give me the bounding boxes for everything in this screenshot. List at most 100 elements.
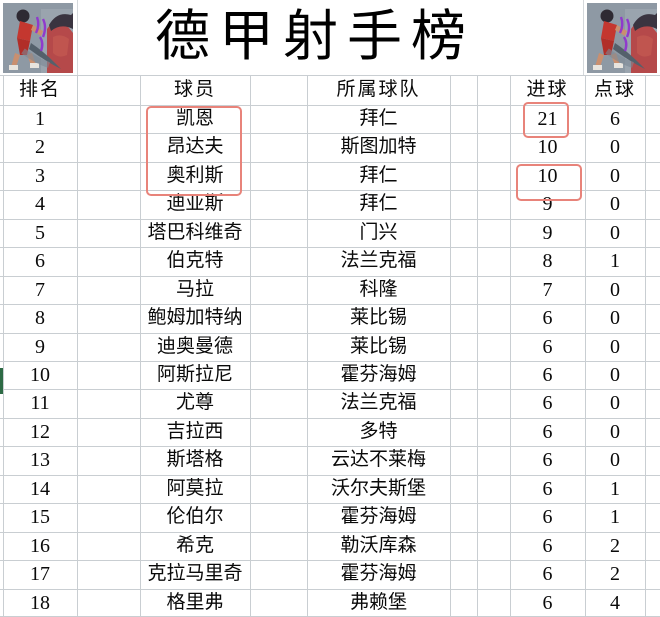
- table-row: 17 克拉马里奇 霍芬海姆 6 2: [0, 560, 660, 588]
- player-cell: 塔巴科维奇: [147, 221, 243, 243]
- grid-line: [0, 75, 660, 76]
- table-row: 9 迪奥曼德 莱比锡 6 0: [0, 333, 660, 361]
- rank-cell: 4: [35, 193, 45, 216]
- team-cell: 霍芬海姆: [340, 364, 417, 385]
- rank-cell: 14: [30, 477, 50, 500]
- player-cell: 希克: [175, 534, 214, 556]
- grid-line: [0, 133, 660, 135]
- goals-cell: 6: [542, 477, 553, 500]
- penalties-cell: 2: [610, 563, 620, 586]
- grid-line: [3, 75, 4, 616]
- page-title: 德甲射手榜: [154, 6, 475, 67]
- grid-line: [250, 75, 251, 616]
- penalties-cell: 0: [610, 335, 620, 358]
- team-cell: 法兰克福: [340, 250, 417, 272]
- player-cell: 斯塔格: [166, 449, 224, 471]
- grid-line: [0, 105, 660, 106]
- grid-line: [585, 75, 586, 616]
- table-row: 16 希克 勒沃库森 6 2: [0, 532, 660, 560]
- grid-line: [450, 75, 451, 616]
- penalties-cell: 0: [610, 392, 620, 415]
- grid-line: [0, 332, 660, 334]
- player-cell: 阿斯拉尼: [156, 364, 233, 385]
- rank-cell: 18: [30, 591, 50, 614]
- grid-line: [0, 247, 660, 249]
- player-cell: 迪亚斯: [166, 193, 224, 215]
- player-cell: 昂达夫: [166, 136, 224, 158]
- goals-cell: 6: [542, 506, 553, 529]
- goals-cell: 6: [542, 449, 553, 472]
- goals-cell: 6: [542, 420, 553, 443]
- goals-cell: 6: [542, 392, 553, 415]
- header-player: 球员: [173, 79, 216, 100]
- rank-cell: 13: [30, 449, 50, 472]
- rank-cell: 12: [30, 420, 50, 443]
- player-cell: 伯克特: [166, 250, 224, 272]
- rank-cell: 6: [35, 250, 45, 273]
- table-row: 10 阿斯拉尼 霍芬海姆 6 0: [0, 361, 660, 389]
- goals-cell: 6: [542, 534, 553, 557]
- table-row: 5 塔巴科维奇 门兴 9 0: [0, 219, 660, 247]
- penalties-cell: 0: [610, 420, 620, 443]
- penalties-cell: 6: [610, 108, 620, 130]
- team-cell: 科隆: [359, 278, 398, 300]
- table-row: 14 阿莫拉 沃尔夫斯堡 6 1: [0, 475, 660, 503]
- goals-cell: 9: [542, 221, 553, 244]
- team-cell: 拜仁: [359, 108, 398, 129]
- penalties-cell: 0: [610, 136, 620, 159]
- player-cell: 克拉马里奇: [147, 563, 243, 585]
- rank-cell: 9: [35, 335, 45, 358]
- goals-cell: 6: [542, 307, 553, 330]
- rank-cell: 17: [30, 563, 50, 586]
- goals-cell: 10: [537, 136, 558, 159]
- team-cell: 斯图加特: [340, 136, 417, 158]
- goals-cell: 6: [542, 591, 553, 614]
- grid-line: [0, 474, 660, 476]
- penalties-cell: 2: [610, 534, 620, 557]
- table-row: 2 昂达夫 斯图加特 10 0: [0, 133, 660, 161]
- grid-line: [0, 304, 660, 306]
- grid-line: [77, 75, 78, 616]
- rank-cell: 2: [35, 136, 45, 159]
- grid-line: [0, 161, 660, 163]
- table-row: 3 奥利斯 拜仁 10 0: [0, 162, 660, 190]
- player-cell: 凯恩: [175, 108, 214, 129]
- penalties-cell: 1: [610, 506, 620, 529]
- table-row: 18 格里弗 弗赖堡 6 4: [0, 589, 660, 617]
- rank-cell: 1: [35, 108, 45, 130]
- penalties-cell: 0: [610, 278, 620, 301]
- table-row: 7 马拉 科隆 7 0: [0, 276, 660, 304]
- header-penalties: 点球: [593, 79, 636, 100]
- goals-cell: 6: [542, 364, 553, 386]
- team-cell: 弗赖堡: [349, 591, 407, 613]
- penalties-cell: 0: [610, 164, 620, 187]
- player-cell: 鲍姆加特纳: [147, 307, 243, 329]
- grid-line: [583, 0, 584, 75]
- table-header-row: 排名 球员 所属球队 进球 点球: [0, 75, 660, 105]
- player-cell: 马拉: [175, 278, 214, 300]
- header-goals: 进球: [526, 79, 569, 100]
- grid-line: [140, 75, 141, 616]
- grid-line: [0, 417, 660, 419]
- goals-cell: 8: [542, 250, 553, 273]
- table-row: 6 伯克特 法兰克福 8 1: [0, 247, 660, 275]
- goals-cell: 9: [542, 193, 553, 216]
- penalties-cell: 0: [610, 193, 620, 216]
- player-cell: 尤尊: [175, 392, 214, 414]
- table-row: 4 迪亚斯 拜仁 9 0: [0, 190, 660, 218]
- rank-cell: 15: [30, 506, 50, 529]
- grid-line: [77, 0, 78, 75]
- penalties-cell: 4: [610, 591, 620, 614]
- grid-line: [0, 503, 660, 505]
- team-cell: 莱比锡: [349, 307, 407, 329]
- team-cell: 门兴: [359, 221, 398, 243]
- slam-dunk-illustration: [587, 3, 657, 73]
- grid-line: [0, 446, 660, 448]
- player-cell: 伦伯尔: [166, 506, 224, 528]
- goals-cell: 21: [537, 108, 558, 130]
- team-cell: 云达不莱梅: [330, 449, 426, 471]
- table-row: 12 吉拉西 多特 6 0: [0, 418, 660, 446]
- rank-cell: 11: [30, 392, 50, 415]
- goals-cell: 6: [542, 563, 553, 586]
- player-cell: 格里弗: [166, 591, 224, 613]
